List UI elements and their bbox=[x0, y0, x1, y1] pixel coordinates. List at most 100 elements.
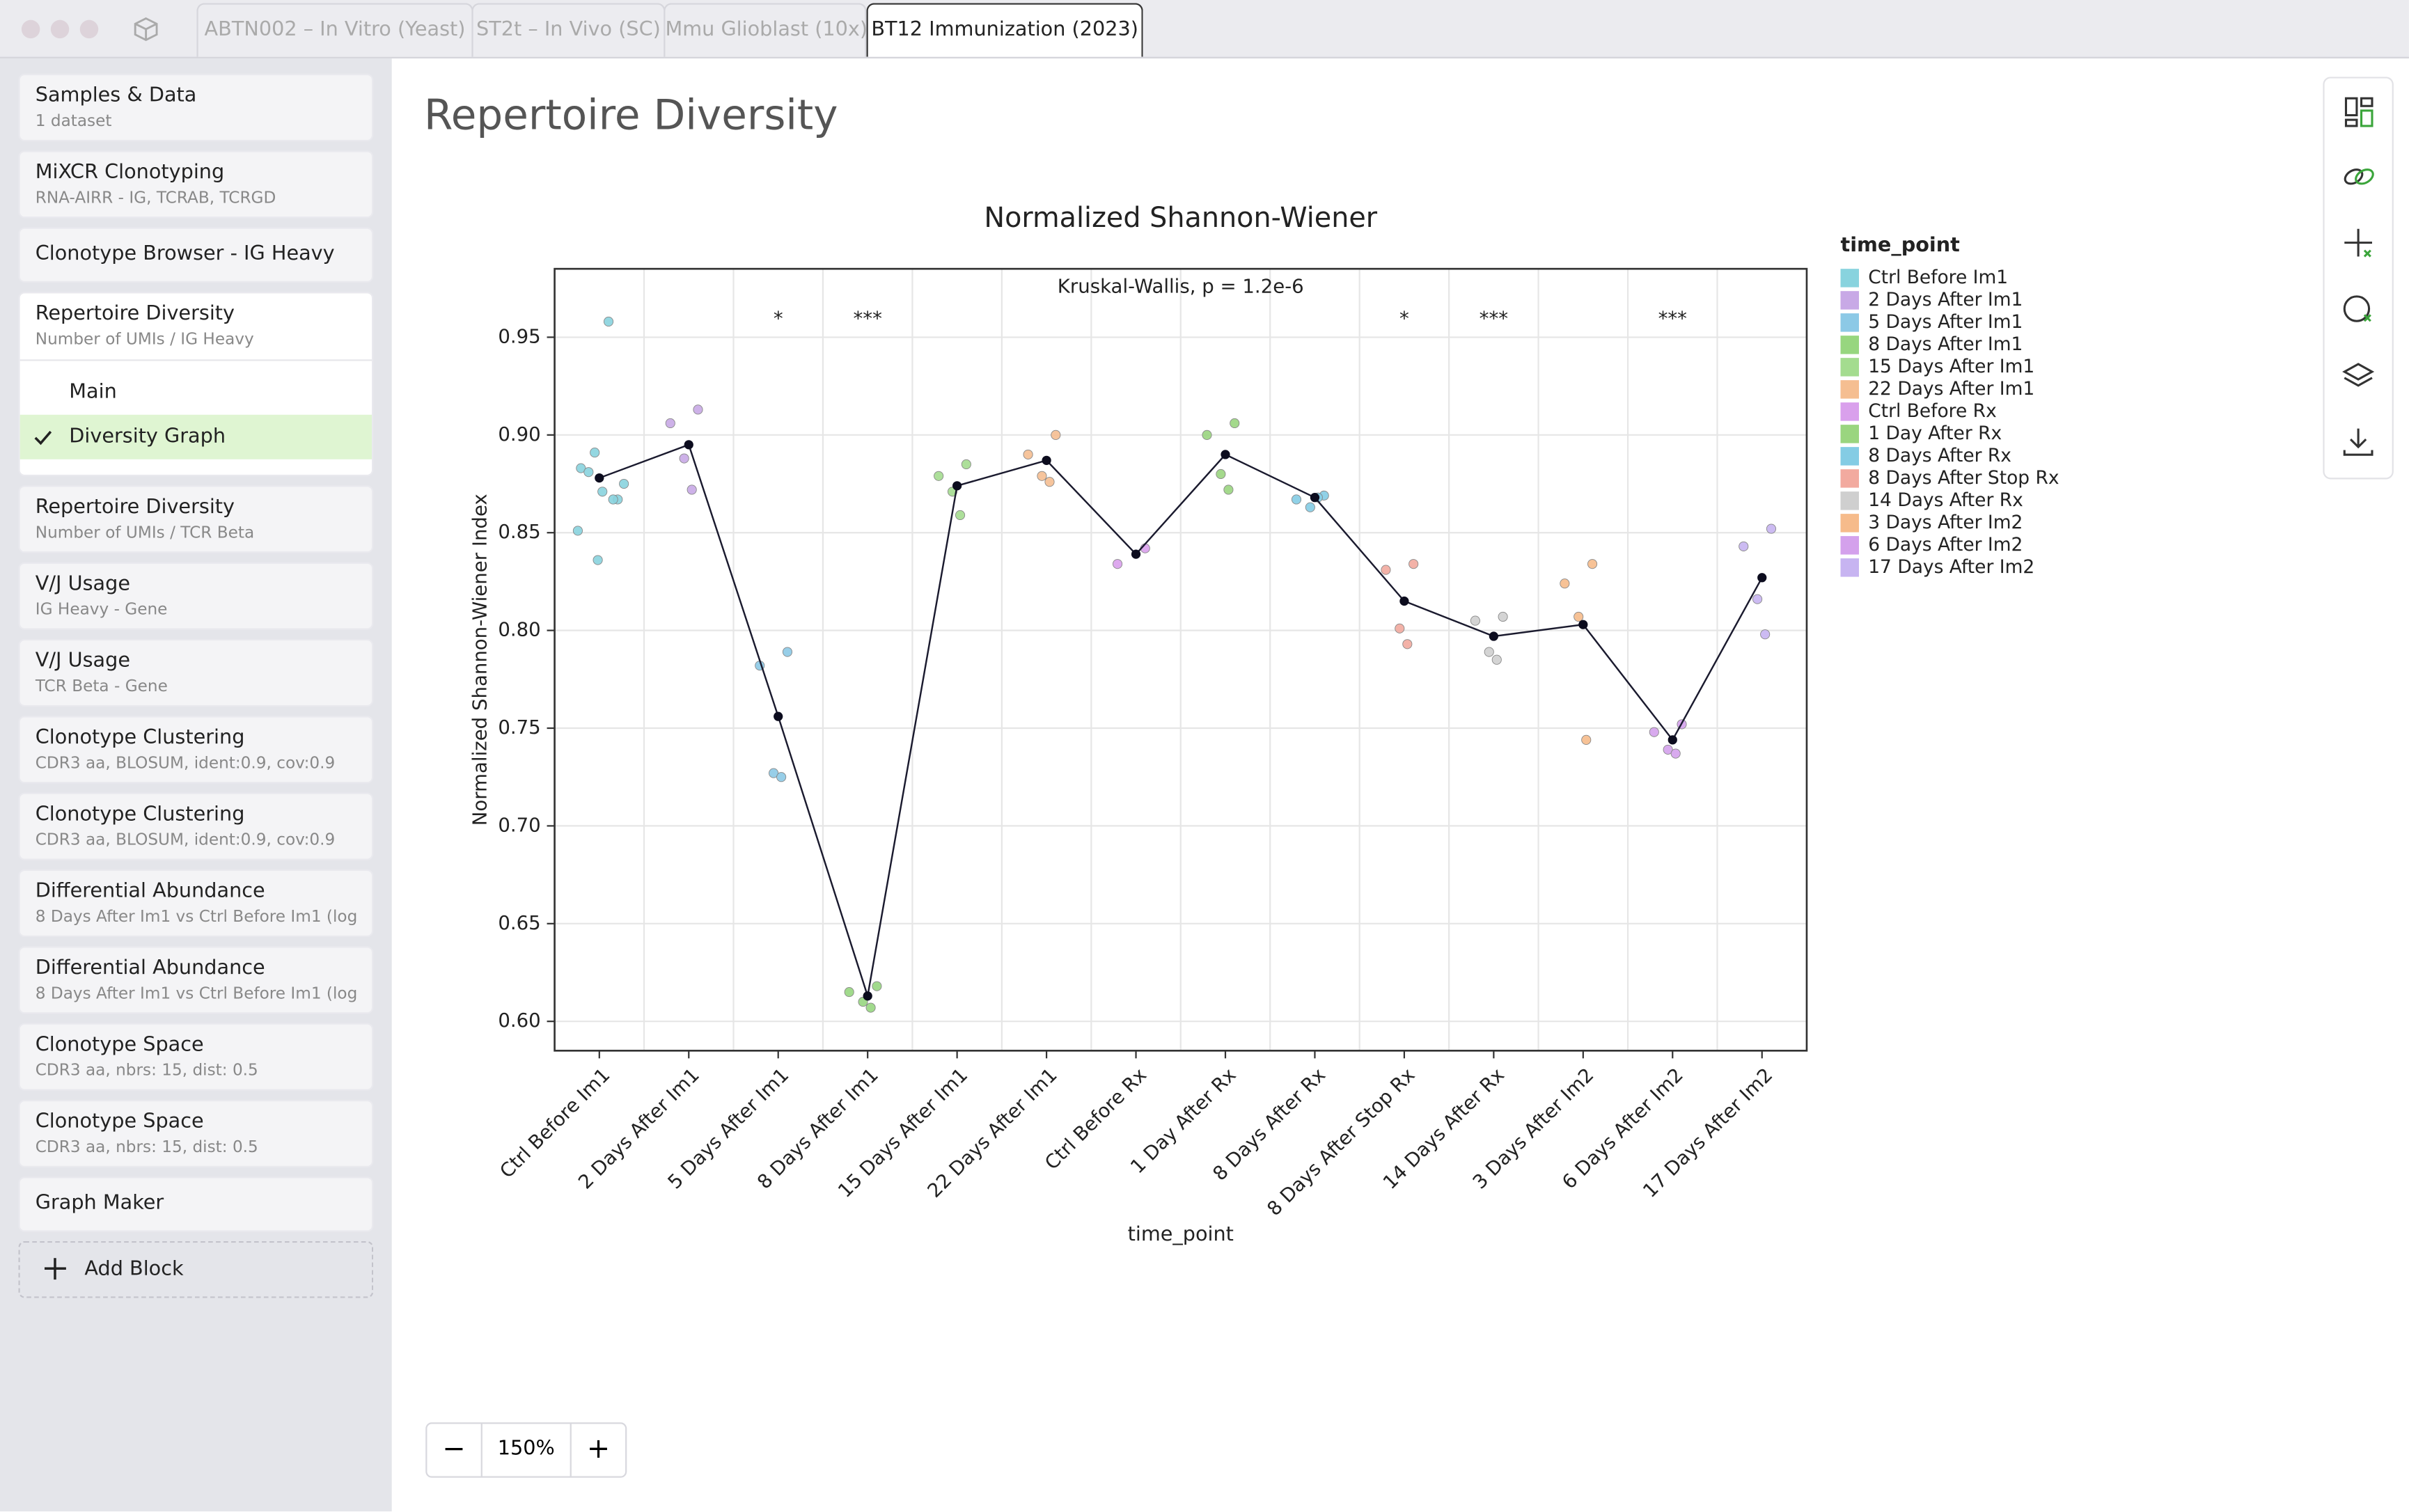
annotation: Kruskal-Wallis, p = 1.2e-6 bbox=[1058, 275, 1304, 298]
y-axis-label: Normalized Shannon-Wiener Index bbox=[469, 494, 492, 826]
item-title: Clonotype Space bbox=[35, 1110, 204, 1134]
y-tick-label: 0.65 bbox=[498, 911, 540, 934]
data-point bbox=[1381, 565, 1391, 575]
zoom-level: 150% bbox=[497, 1438, 555, 1461]
window-maximize[interactable] bbox=[79, 19, 99, 39]
y-tick-label: 0.80 bbox=[498, 618, 540, 641]
legend-swatch bbox=[1840, 380, 1859, 399]
sidebar-item[interactable]: MiXCR Clonotyping RNA-AIRR - IG, TCRAB, T… bbox=[18, 150, 374, 219]
tab[interactable]: ST2t – In Vivo (SC) bbox=[471, 3, 666, 57]
legend-label: 22 Days After Im1 bbox=[1868, 378, 2034, 400]
y-tick-label: 0.95 bbox=[498, 324, 540, 347]
data-point bbox=[572, 526, 583, 536]
data-point bbox=[1408, 559, 1419, 569]
legend-swatch bbox=[1840, 336, 1859, 354]
item-subtitle: CDR3 aa, nbrs: 15, dist: 0.5 bbox=[35, 1061, 258, 1080]
item-subtitle: TCR Beta - Gene bbox=[35, 677, 168, 696]
data-point bbox=[1739, 541, 1749, 551]
data-point bbox=[1202, 430, 1212, 440]
sidebar-item[interactable]: Clonotype Browser - IG Heavy bbox=[18, 227, 374, 283]
sidebar-item[interactable]: Graph Maker bbox=[18, 1176, 374, 1232]
sidebar: Samples & Data 1 dataset MiXCR Clonotyping… bbox=[0, 58, 392, 1512]
mean-point bbox=[595, 473, 604, 483]
item-subtitle: CDR3 aa, BLOSUM, ident:0.9, cov:0.9 bbox=[35, 754, 336, 773]
check-icon bbox=[34, 430, 52, 446]
legend-label: 8 Days After Rx bbox=[1868, 445, 2011, 466]
sidebar-item[interactable]: Clonotype Clustering CDR3 aa, BLOSUM, ide… bbox=[18, 792, 374, 860]
data-point bbox=[1484, 647, 1494, 657]
function-button[interactable] bbox=[2343, 295, 2371, 322]
item-title: Repertoire Diversity bbox=[35, 496, 235, 519]
legend-swatch bbox=[1840, 313, 1859, 332]
legend-swatch bbox=[1840, 358, 1859, 377]
legend-swatch bbox=[1840, 491, 1859, 510]
window-minimize[interactable] bbox=[50, 19, 70, 39]
item-title: Samples & Data bbox=[35, 84, 197, 108]
legend-label: 17 Days After Im2 bbox=[1868, 556, 2034, 578]
layers-button[interactable] bbox=[2342, 363, 2375, 387]
data-point bbox=[1752, 594, 1763, 604]
sidebar-subitem[interactable]: Main bbox=[69, 381, 117, 404]
tab[interactable]: Mmu Glioblast (10x) bbox=[664, 3, 868, 57]
mean-point bbox=[952, 481, 962, 491]
sidebar-item[interactable]: Differential Abundance 8 Days After Im1 v… bbox=[18, 869, 374, 938]
legend-label: 2 Days After Im1 bbox=[1868, 289, 2023, 310]
legend-label: 8 Days After Stop Rx bbox=[1868, 467, 2059, 489]
sidebar-item[interactable]: Differential Abundance 8 Days After Im1 v… bbox=[18, 946, 374, 1014]
item-title: Clonotype Clustering bbox=[35, 803, 245, 827]
data-point bbox=[782, 647, 793, 657]
mean-point bbox=[1042, 455, 1051, 465]
y-tick-label: 0.85 bbox=[498, 520, 540, 543]
item-title: Clonotype Clustering bbox=[35, 726, 245, 750]
toolbar-icons bbox=[2342, 97, 2376, 456]
legend-swatch bbox=[1840, 269, 1859, 288]
data-point bbox=[1574, 611, 1584, 622]
data-point bbox=[608, 494, 618, 505]
data-point bbox=[865, 1002, 876, 1013]
sidebar-item[interactable]: Samples & Data 1 dataset bbox=[18, 73, 374, 142]
sidebar-item[interactable]: V/J Usage TCR Beta - Gene bbox=[18, 638, 374, 707]
link-button[interactable] bbox=[2343, 166, 2376, 187]
mean-point bbox=[1668, 735, 1677, 745]
legend-swatch bbox=[1840, 558, 1859, 577]
sidebar-item[interactable]: Clonotype Space CDR3 aa, nbrs: 15, dist: … bbox=[18, 1099, 374, 1168]
mean-point bbox=[1489, 631, 1498, 641]
mean-line bbox=[599, 443, 1763, 997]
data-point bbox=[1113, 559, 1123, 569]
layout-button[interactable] bbox=[2344, 97, 2373, 127]
data-point bbox=[1051, 430, 1061, 440]
item-title: Clonotype Space bbox=[35, 1034, 204, 1057]
separator bbox=[19, 359, 372, 361]
tab[interactable]: ABTN002 – In Vitro (Yeast) bbox=[196, 3, 473, 57]
sidebar-item[interactable]: Repertoire Diversity Number of UMIs / IG … bbox=[18, 292, 374, 477]
item-title: Differential Abundance bbox=[35, 880, 265, 904]
data-point bbox=[665, 418, 675, 429]
tab[interactable]: BT12 Immunization (2023) bbox=[866, 3, 1143, 57]
zoom-out[interactable]: − bbox=[427, 1424, 482, 1476]
window-close[interactable] bbox=[21, 19, 40, 39]
data-point bbox=[844, 987, 854, 998]
data-point bbox=[583, 467, 594, 478]
sidebar-item[interactable]: Clonotype Space CDR3 aa, nbrs: 15, dist: … bbox=[18, 1023, 374, 1091]
sidebar-subitem[interactable]: Diversity Graph bbox=[19, 414, 372, 459]
mean-point bbox=[1131, 549, 1141, 559]
legend-label: 1 Day After Rx bbox=[1868, 423, 2002, 444]
sidebar-item[interactable]: Clonotype Clustering CDR3 aa, BLOSUM, ide… bbox=[18, 716, 374, 784]
project-icon[interactable] bbox=[132, 15, 160, 43]
add-block[interactable]: Add Block bbox=[18, 1241, 374, 1298]
download-button[interactable] bbox=[2343, 428, 2373, 456]
significance-label: *** bbox=[1658, 307, 1687, 330]
data-point bbox=[597, 487, 608, 497]
zoom-in[interactable]: + bbox=[570, 1424, 625, 1476]
sidebar-item[interactable]: Repertoire Diversity Number of UMIs / TCR… bbox=[18, 485, 374, 553]
data-point bbox=[961, 459, 971, 470]
data-point bbox=[1491, 654, 1502, 665]
y-tick-label: 0.75 bbox=[498, 716, 540, 739]
legend-label: Ctrl Before Rx bbox=[1868, 400, 1997, 422]
data-point bbox=[693, 404, 703, 415]
sidebar-item[interactable]: V/J Usage IG Heavy - Gene bbox=[18, 562, 374, 630]
axes-button[interactable] bbox=[2344, 228, 2372, 258]
item-title: Differential Abundance bbox=[35, 956, 265, 980]
significance-label: * bbox=[1399, 307, 1409, 330]
